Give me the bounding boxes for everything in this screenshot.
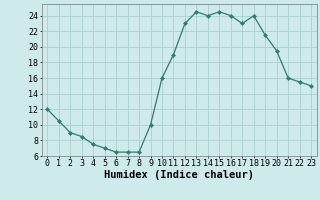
X-axis label: Humidex (Indice chaleur): Humidex (Indice chaleur) bbox=[104, 170, 254, 180]
